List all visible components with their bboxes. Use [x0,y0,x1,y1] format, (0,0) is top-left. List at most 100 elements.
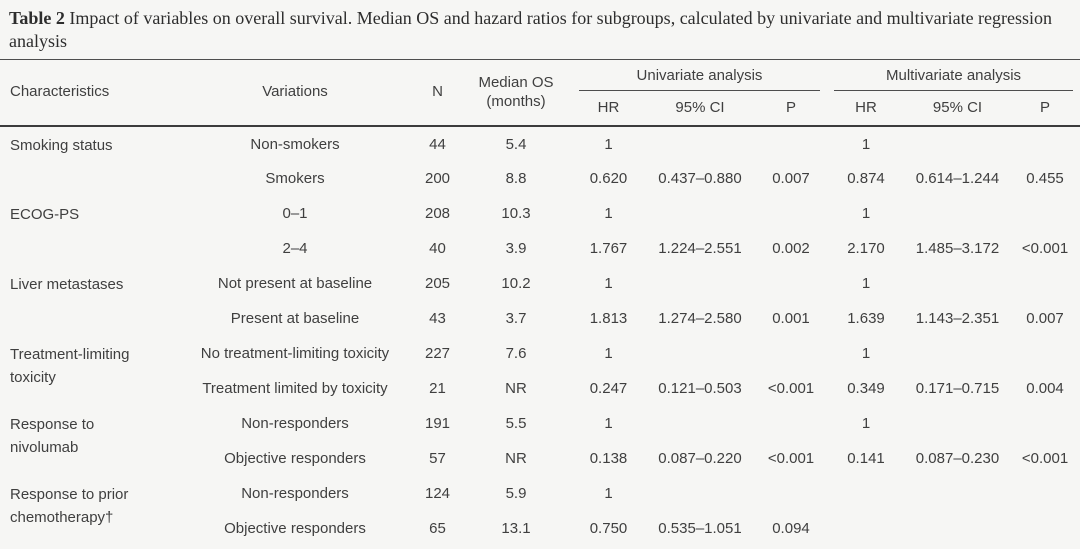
multi-ci-cell: 0.614–1.244 [915,170,1000,188]
n-cell: 57 [429,450,446,468]
median-os-cell: 7.6 [505,345,527,363]
characteristic-cell: Smoking status [10,137,113,155]
uni-p-cell: <0.001 [767,380,815,398]
uni-hr-cell: 1 [604,205,613,223]
variation-cell: Non-smokers [250,135,340,153]
median-os-cell: 5.5 [505,415,527,433]
table-row: Present at baseline 43 3.7 1.813 1.274–2… [0,301,1080,336]
table-caption-label: Table 2 [9,8,65,28]
uni-ci-cell [645,406,755,441]
univariate-label: Univariate analysis [579,61,820,92]
uni-p-cell: 0.007 [772,170,810,188]
multi-ci-cell [905,336,1010,371]
uni-p-cell [755,266,827,301]
variation-cell: 0–1 [282,205,308,223]
n-cell: 227 [424,345,451,363]
col-header-uni-ci: 95% CI [675,99,725,117]
multi-hr-cell: 1 [861,135,871,153]
uni-hr-cell: 1 [604,135,613,153]
uni-hr-cell: 0.750 [589,520,628,538]
characteristic-cell: ECOG-PS [10,206,80,224]
variation-cell: 2–4 [282,240,308,258]
uni-hr-cell: 1 [604,485,613,503]
multi-ci-cell [905,196,1010,231]
uni-hr-cell: 1 [604,275,613,293]
median-os-cell: 10.2 [501,275,531,293]
multi-hr-cell: 2.170 [847,240,885,258]
uni-p-cell [755,126,827,161]
multi-ci-cell: 0.171–0.715 [915,380,1000,398]
col-header-multi-hr: HR [855,99,877,117]
multi-p-cell: <0.001 [1021,240,1069,258]
median-os-cell: 3.9 [505,240,527,258]
multi-ci-cell: 1.143–2.351 [915,310,1000,328]
uni-p-cell: <0.001 [767,450,815,468]
col-header-variations: Variations [262,83,328,101]
uni-hr-cell: 1 [604,415,613,433]
characteristic-cell: Liver metastases [10,276,124,294]
col-header-multi-p: P [1040,99,1051,117]
multi-hr-cell: 1 [861,205,871,223]
multi-p-cell [1010,336,1080,371]
multi-p-cell: 0.004 [1026,380,1064,398]
uni-hr-cell: 1.767 [589,240,628,258]
col-header-characteristics: Characteristics [10,83,110,101]
multi-p-cell: 0.007 [1026,310,1064,328]
uni-p-cell: 0.001 [772,310,810,328]
median-os-cell: 3.7 [505,310,527,328]
uni-ci-cell: 0.535–1.051 [658,520,742,538]
uni-p-cell [755,406,827,441]
characteristic-cell: Response to nivolumab [10,416,95,457]
n-cell: 124 [424,485,451,503]
col-header-n: N [432,83,443,101]
table-caption: Table 2 Impact of variables on overall s… [0,0,1080,61]
uni-hr-cell: 0.138 [589,450,628,468]
table-row: Smokers 200 8.8 0.620 0.437–0.880 0.007 … [0,161,1080,196]
table-row: Treatment limited by toxicity 21 NR 0.24… [0,371,1080,406]
uni-ci-cell: 1.224–2.551 [658,240,742,258]
variation-cell: Present at baseline [230,310,360,328]
n-cell: 191 [424,415,451,433]
median-os-cell: 8.8 [505,170,527,188]
col-header-uni-p: P [785,99,796,117]
variation-cell: Non-responders [241,415,349,433]
uni-hr-cell: 0.247 [589,380,628,398]
table-caption-text: Impact of variables on overall survival.… [9,8,1053,52]
variation-cell: Smokers [265,170,325,188]
table-row: Treatment-limiting toxicity No treatment… [0,336,1080,386]
multi-hr-cell: 0.141 [847,450,885,468]
col-header-uni-hr: HR [597,99,620,117]
multi-ci-cell: 0.087–0.230 [915,450,1000,468]
n-cell: 43 [429,310,446,328]
multi-ci-cell [905,126,1010,161]
multi-p-cell [1010,126,1080,161]
multi-hr-cell: 1 [861,345,871,363]
uni-ci-cell: 0.437–0.880 [658,170,742,188]
header-row-groups: Characteristics Variations N Median OS (… [0,60,1080,110]
median-os-cell: NR [505,380,527,398]
uni-ci-cell [645,126,755,161]
table-row: Smoking status Non-smokers 44 5.4 1 1 [0,126,1080,161]
n-cell: 21 [429,380,446,398]
col-header-median-os: Median OS (months) [478,73,554,110]
table-row: Response to prior chemotherapy† Non-resp… [0,476,1080,526]
table-row: Objective responders 65 13.1 0.750 0.535… [0,511,1080,546]
uni-p-cell [755,336,827,371]
characteristic-cell: Treatment-limiting toxicity [10,346,130,387]
table-row: Liver metastases Not present at baseline… [0,266,1080,301]
n-cell: 200 [424,170,451,188]
col-header-multi-ci: 95% CI [932,99,983,117]
uni-hr-cell: 0.620 [589,170,628,188]
variation-cell: Objective responders [224,520,366,538]
table-row: Objective responders 57 NR 0.138 0.087–0… [0,441,1080,476]
n-cell: 208 [424,205,451,223]
variation-cell: Non-responders [241,485,349,503]
multi-ci-cell [905,511,1010,546]
multi-p-cell [1010,266,1080,301]
uni-p-cell: 0.002 [772,240,810,258]
table-row: 2–4 40 3.9 1.767 1.224–2.551 0.002 2.170… [0,231,1080,266]
uni-p-cell: 0.094 [772,520,810,538]
multi-p-cell [1010,196,1080,231]
variation-cell: No treatment-limiting toxicity [200,345,390,363]
